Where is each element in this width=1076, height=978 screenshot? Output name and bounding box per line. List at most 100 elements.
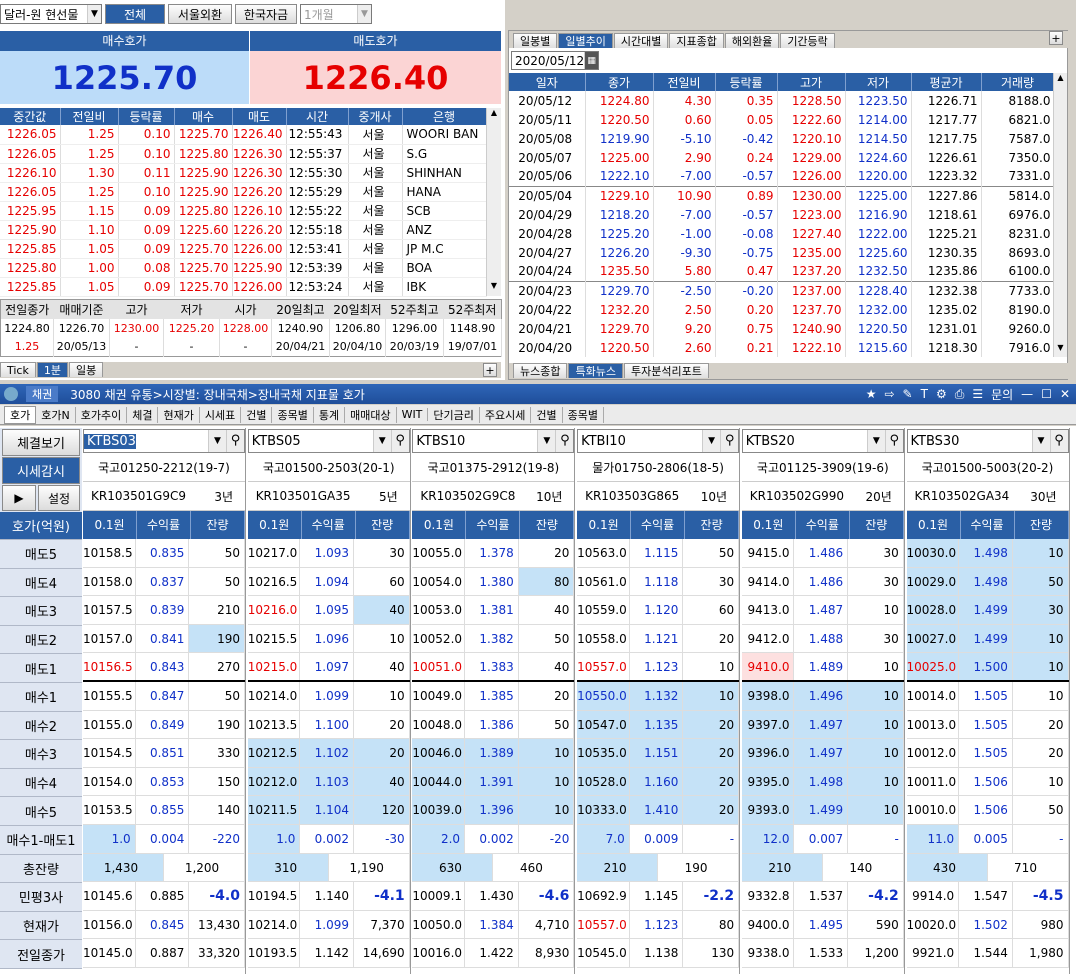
daily-row[interactable]: 20/05/04 1229.10 10.90 0.89 1230.00 1225.00 12… xyxy=(509,186,1055,205)
ask-row[interactable]: 10028.0 1.499 30 xyxy=(906,596,1069,625)
scroll-up-icon[interactable]: ▲ xyxy=(490,108,498,117)
daily-row[interactable]: 20/05/08 1219.90 -5.10 -0.42 1220.10 1214.50 1… xyxy=(509,129,1055,148)
star-icon[interactable]: ★ xyxy=(865,387,877,401)
ask-row[interactable]: 10053.0 1.381 40 xyxy=(412,596,575,625)
sub-tab[interactable]: 호가 xyxy=(4,405,37,424)
daily-row[interactable]: 20/04/21 1229.70 9.20 0.75 1240.90 1220.50 123… xyxy=(509,319,1055,338)
search-icon[interactable]: ⚲ xyxy=(884,430,903,452)
sub-tab[interactable]: 매매대상 xyxy=(345,406,397,423)
sub-tab[interactable]: 시세표 xyxy=(200,406,242,423)
sub-tab[interactable]: 통계 xyxy=(314,406,346,423)
bid-row[interactable]: 10213.5 1.100 20 xyxy=(247,710,410,740)
bond-code-select[interactable]: KTBS30 ▼ ⚲ xyxy=(906,429,1069,453)
bid-row[interactable]: 10535.0 1.151 20 xyxy=(577,739,740,768)
sub-tab[interactable]: 호가추이 xyxy=(76,406,128,423)
bid-row[interactable]: 10010.0 1.506 50 xyxy=(906,796,1069,825)
sub-tab[interactable]: 종목별 xyxy=(563,406,604,423)
bid-row[interactable]: 10333.0 1.410 20 xyxy=(577,796,740,825)
ask-row[interactable]: 10216.5 1.094 60 xyxy=(247,567,410,597)
maximize-icon[interactable]: ☐ xyxy=(1041,387,1052,401)
ask-row[interactable]: 10563.0 1.115 50 xyxy=(577,539,740,568)
tab-1min[interactable]: 1분 xyxy=(36,362,68,377)
bid-row[interactable]: 10049.0 1.385 20 xyxy=(412,681,575,711)
play-icon[interactable]: ▶ xyxy=(2,485,36,511)
sub-tab[interactable]: 건별 xyxy=(531,406,563,423)
daily-tab[interactable]: 지표종합 xyxy=(669,33,724,48)
tick-row[interactable]: 1226.05 1.25 0.10 1225.70 1226.40 12:55:43 서울 W… xyxy=(0,125,487,145)
daily-tab[interactable]: 기간등락 xyxy=(780,33,835,48)
ask-row[interactable]: 9413.0 1.487 10 xyxy=(741,596,904,625)
chevron-down-icon[interactable]: ▼ xyxy=(208,430,226,452)
daily-row[interactable]: 20/04/20 1220.50 2.60 0.21 1222.10 1215.60 121… xyxy=(509,338,1055,357)
setting-button[interactable]: 설정 xyxy=(38,485,80,511)
spread-row[interactable]: 2.0 0.002 -20 xyxy=(412,824,575,854)
daily-row[interactable]: 20/04/28 1225.20 -1.00 -0.08 1227.40 1222.00 1… xyxy=(509,224,1055,243)
daily-tab[interactable]: 일봉별 xyxy=(513,33,558,48)
tick-row[interactable]: 1225.85 1.05 0.09 1225.70 1226.00 12:53:41 서울 J… xyxy=(0,239,487,259)
ask-row[interactable]: 10561.0 1.118 30 xyxy=(577,567,740,597)
ask-row[interactable]: 10216.0 1.095 40 xyxy=(247,596,410,625)
tick-row[interactable]: 1225.80 1.00 0.08 1225.70 1225.90 12:53:39 서울 B… xyxy=(0,258,487,278)
tab-seoul-fx[interactable]: 서울외환 xyxy=(168,4,232,24)
ask-row[interactable]: 9412.0 1.488 30 xyxy=(741,624,904,654)
news-tab[interactable]: 뉴스종합 xyxy=(513,363,568,378)
scroll-up-icon[interactable]: ▲ xyxy=(1057,73,1064,82)
search-icon[interactable]: ⚲ xyxy=(555,430,574,452)
spread-row[interactable]: 1.0 0.004 -220 xyxy=(83,824,245,854)
tick-row[interactable]: 1226.10 1.30 0.11 1225.90 1226.30 12:55:30 서울 S… xyxy=(0,163,487,183)
ask-row[interactable]: 9410.0 1.489 10 xyxy=(741,653,904,682)
sub-tab[interactable]: WIT xyxy=(397,408,429,421)
ask-row[interactable]: 9414.0 1.486 30 xyxy=(741,567,904,597)
bid-row[interactable]: 10528.0 1.160 20 xyxy=(577,767,740,797)
bid-row[interactable]: 10039.0 1.396 10 xyxy=(412,796,575,825)
text-icon[interactable]: T xyxy=(920,387,928,401)
bid-row[interactable]: 9397.0 1.497 10 xyxy=(741,710,904,740)
news-tab[interactable]: 특화뉴스 xyxy=(568,363,623,378)
daily-row[interactable]: 20/04/27 1226.20 -9.30 -0.75 1235.00 1225.60 1… xyxy=(509,243,1055,262)
daily-row[interactable]: 20/05/12 1224.80 4.30 0.35 1228.50 1223.50 122… xyxy=(509,91,1055,110)
tool-icon[interactable]: ✎ xyxy=(902,387,913,401)
bid-row[interactable]: 9398.0 1.496 10 xyxy=(741,681,904,711)
price-watch-button[interactable]: 시세감시 xyxy=(2,457,80,484)
ask-row[interactable]: 10052.0 1.382 50 xyxy=(412,624,575,654)
daily-row[interactable]: 20/04/29 1218.20 -7.00 -0.57 1223.00 1216.90 1… xyxy=(509,205,1055,224)
spread-row[interactable]: 1.0 0.002 -30 xyxy=(247,824,410,854)
bid-row[interactable]: 9393.0 1.499 10 xyxy=(741,796,904,825)
date-field[interactable]: 2020/05/12 ▦ xyxy=(511,51,599,70)
add-icon[interactable]: + xyxy=(483,363,497,377)
bid-row[interactable]: 10550.0 1.132 10 xyxy=(577,681,740,711)
menu-icon[interactable]: ☰ xyxy=(972,387,984,401)
daily-tab[interactable]: 시간대별 xyxy=(613,33,669,48)
spread-row[interactable]: 7.0 0.009- xyxy=(577,824,740,854)
tick-row[interactable]: 1225.90 1.10 0.09 1225.60 1226.20 12:55:18 서울 A… xyxy=(0,220,487,240)
ask-row[interactable]: 10055.0 1.378 20 xyxy=(412,539,575,568)
bid-row[interactable]: 10154.0 0.853 150 xyxy=(83,767,245,797)
bid-row[interactable]: 10048.0 1.386 50 xyxy=(412,710,575,740)
daily-scrollbar[interactable]: ▲ ▼ xyxy=(1053,73,1067,357)
ask-row[interactable]: 10158.0 0.837 50 xyxy=(83,567,245,597)
ask-row[interactable]: 10029.0 1.498 50 xyxy=(906,567,1069,597)
bid-row[interactable]: 10211.5 1.104 120 xyxy=(247,796,410,825)
tick-row[interactable]: 1225.95 1.15 0.09 1225.80 1226.10 12:55:22 서울 S… xyxy=(0,201,487,221)
daily-row[interactable]: 20/04/23 1229.70 -2.50 -0.20 1237.00 1228.40 1… xyxy=(509,281,1055,300)
bid-row[interactable]: 10012.0 1.505 20 xyxy=(906,739,1069,768)
add-icon[interactable]: + xyxy=(1049,31,1063,45)
ask-row[interactable]: 9415.0 1.486 30 xyxy=(741,539,904,568)
spread-row[interactable]: 12.0 0.007- xyxy=(741,824,904,854)
daily-row[interactable]: 20/04/24 1235.50 5.80 0.47 1237.20 1232.50 123… xyxy=(509,262,1055,281)
ask-row[interactable]: 10558.0 1.121 20 xyxy=(577,624,740,654)
daily-row[interactable]: 20/05/11 1220.50 0.60 0.05 1222.60 1214.00 121… xyxy=(509,110,1055,129)
tick-row[interactable]: 1226.05 1.25 0.10 1225.90 1226.20 12:55:29 서울 H… xyxy=(0,182,487,202)
close-icon[interactable]: ✕ xyxy=(1059,387,1070,401)
settings-icon[interactable]: ⚙ xyxy=(935,387,947,401)
chevron-down-icon[interactable]: ▼ xyxy=(702,430,721,452)
bid-row[interactable]: 10153.5 0.855 140 xyxy=(83,796,245,825)
spread-row[interactable]: 11.0 0.005- xyxy=(906,824,1069,854)
bond-code-select[interactable]: KTBS03 ▼ ⚲ xyxy=(83,429,245,453)
bid-row[interactable]: 10212.5 1.102 20 xyxy=(247,739,410,768)
ask-row[interactable]: 10030.0 1.498 10 xyxy=(906,539,1069,568)
scroll-down-icon[interactable]: ▼ xyxy=(490,281,498,290)
news-tab[interactable]: 투자분석리포트 xyxy=(623,363,709,378)
daily-row[interactable]: 20/04/22 1232.20 2.50 0.20 1237.70 1232.00 123… xyxy=(509,300,1055,319)
tick-scrollbar[interactable]: ▲ ▼ xyxy=(486,108,501,296)
